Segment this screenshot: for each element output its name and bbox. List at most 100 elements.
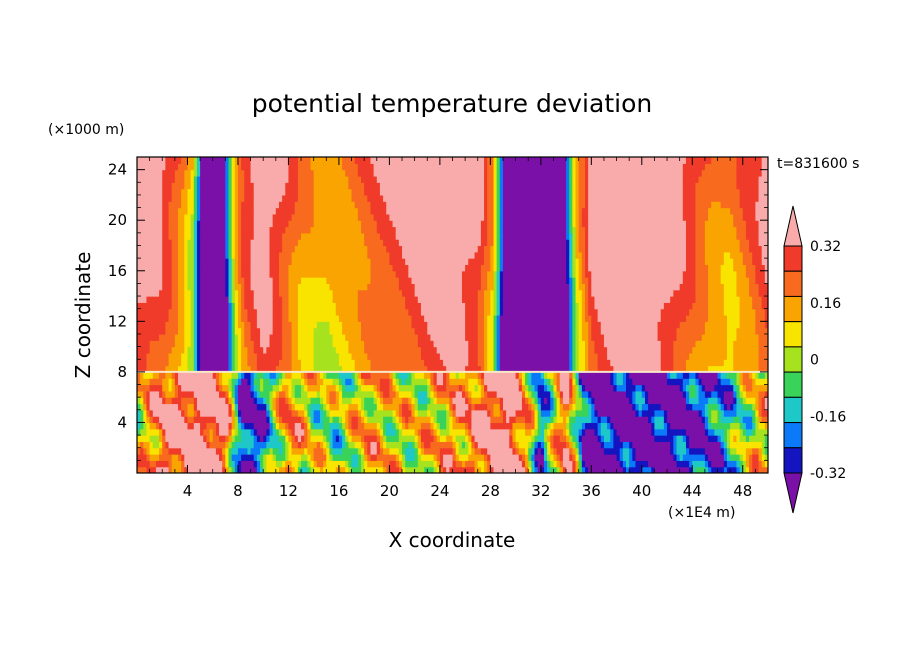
field-cell — [247, 384, 252, 392]
field-cell — [206, 365, 211, 373]
field-cell — [424, 422, 428, 430]
field-cell — [332, 270, 337, 278]
field-cell — [256, 169, 261, 177]
field-cell — [301, 239, 305, 247]
field-cell — [250, 447, 255, 455]
field-cell — [168, 447, 173, 455]
field-cell — [439, 213, 444, 221]
field-cell — [137, 365, 141, 373]
field-cell — [225, 232, 230, 240]
field-cell — [386, 239, 390, 247]
field-cell — [424, 416, 428, 424]
field-cell — [291, 169, 296, 177]
field-cell — [275, 207, 280, 215]
field-cell — [319, 169, 324, 177]
field-cell — [313, 308, 318, 316]
field-cell — [196, 321, 201, 329]
field-cell — [417, 201, 422, 209]
field-cell — [215, 283, 220, 291]
field-cell — [140, 232, 144, 240]
field-cell — [332, 220, 337, 228]
field-cell — [376, 169, 381, 177]
field-cell — [165, 308, 170, 316]
field-cell — [357, 460, 362, 468]
field-cell — [436, 289, 441, 297]
field-cell — [427, 251, 432, 259]
field-cell — [206, 460, 211, 468]
field-cell — [253, 239, 258, 247]
field-cell — [196, 157, 201, 164]
field-cell — [420, 308, 425, 316]
field-cell — [137, 378, 141, 386]
field-cell — [250, 220, 255, 228]
field-cell — [436, 403, 441, 411]
field-cell — [155, 277, 160, 284]
field-cell — [269, 302, 274, 310]
field-cell — [370, 207, 375, 215]
field-cell — [171, 454, 176, 461]
field-cell — [329, 321, 334, 329]
field-cell — [288, 365, 293, 373]
field-cell — [398, 378, 403, 386]
field-cell — [376, 213, 381, 221]
field-cell — [275, 245, 280, 253]
field-cell — [288, 194, 293, 202]
field-cell — [354, 359, 359, 367]
field-cell — [364, 277, 368, 284]
field-cell — [159, 441, 163, 449]
field-cell — [373, 359, 378, 367]
field-cell — [402, 258, 406, 266]
field-cell — [357, 239, 362, 247]
field-cell — [203, 245, 208, 253]
field-cell — [414, 359, 419, 367]
field-cell — [405, 315, 409, 322]
field-cell — [162, 422, 166, 430]
field-cell — [256, 220, 261, 228]
field-cell — [241, 428, 245, 436]
field-cell — [159, 422, 163, 430]
field-cell — [253, 390, 258, 398]
field-cell — [187, 346, 192, 354]
field-cell — [137, 302, 141, 310]
field-cell — [383, 403, 387, 411]
field-cell — [449, 277, 454, 284]
field-cell — [420, 302, 425, 310]
field-cell — [149, 289, 154, 297]
field-cell — [237, 194, 242, 202]
field-cell — [323, 321, 327, 329]
field-cell — [174, 333, 179, 341]
field-cell — [219, 169, 223, 177]
field-cell — [389, 239, 394, 247]
field-cell — [386, 226, 390, 234]
field-cell — [215, 365, 220, 373]
field-cell — [263, 270, 267, 278]
field-cell — [420, 466, 425, 473]
field-cell — [395, 460, 400, 468]
field-cell — [263, 327, 267, 335]
field-cell — [408, 258, 413, 266]
field-cell — [398, 333, 403, 341]
field-cell — [159, 245, 163, 253]
field-cell — [228, 315, 233, 322]
field-cell — [291, 454, 296, 461]
field-cell — [222, 460, 226, 468]
field-cell — [319, 213, 324, 221]
field-cell — [389, 447, 394, 455]
field-cell — [250, 352, 255, 360]
field-cell — [137, 220, 141, 228]
field-cell — [140, 441, 144, 449]
field-cell — [357, 365, 362, 373]
field-cell — [231, 289, 236, 297]
field-cell — [319, 264, 324, 272]
field-cell — [348, 182, 353, 190]
field-cell — [146, 157, 151, 164]
field-cell — [288, 403, 293, 411]
field-cell — [263, 409, 267, 417]
field-cell — [184, 466, 189, 473]
field-cell — [335, 435, 340, 442]
field-cell — [266, 365, 271, 373]
field-cell — [184, 251, 189, 259]
field-cell — [168, 289, 173, 297]
field-cell — [155, 182, 160, 190]
field-cell — [411, 207, 416, 215]
